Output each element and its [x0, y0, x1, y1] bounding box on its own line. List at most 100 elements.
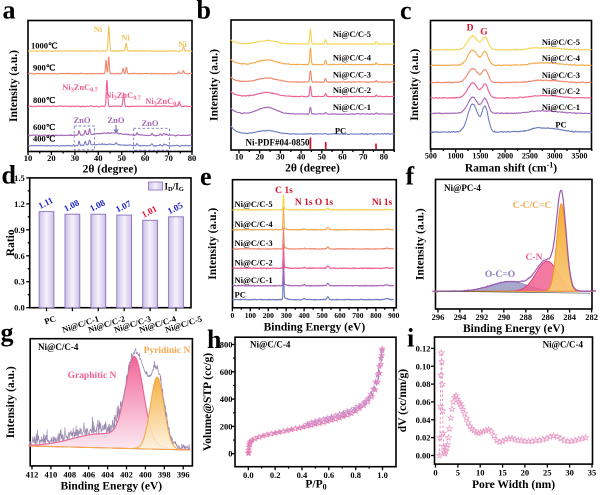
svg-text:Intensity (a.u.): Intensity (a.u.) [207, 208, 219, 280]
svg-text:600: 600 [220, 367, 233, 377]
svg-text:404: 404 [101, 469, 115, 479]
svg-text:400℃: 400℃ [33, 134, 56, 144]
svg-text:408: 408 [63, 469, 76, 479]
svg-text:Ni@C/C-3: Ni@C/C-3 [333, 70, 371, 80]
svg-text:288: 288 [519, 312, 532, 322]
svg-text:30: 30 [276, 152, 285, 162]
svg-text:Ni3ZnC0.7: Ni3ZnC0.7 [105, 90, 141, 102]
svg-text:40: 40 [297, 152, 306, 162]
svg-text:25: 25 [543, 468, 552, 478]
svg-text:35: 35 [588, 468, 597, 478]
svg-text:20: 20 [255, 152, 264, 162]
svg-text:a: a [3, 0, 16, 25]
svg-text:2θ (degree): 2θ (degree) [83, 164, 138, 176]
svg-text:2000: 2000 [497, 152, 513, 161]
svg-text:dV (cc/nm/g): dV (cc/nm/g) [397, 369, 409, 433]
svg-text:ZnO: ZnO [107, 115, 124, 125]
svg-text:Ni@C/C-2: Ni@C/C-2 [542, 86, 580, 96]
svg-text:600℃: 600℃ [33, 122, 56, 132]
svg-text:PC: PC [555, 120, 566, 130]
svg-text:10: 10 [24, 153, 33, 163]
svg-text:Pore Width (nm): Pore Width (nm) [472, 479, 555, 491]
svg-text:PC: PC [335, 126, 346, 136]
svg-text:292: 292 [476, 312, 489, 322]
svg-text:60: 60 [338, 152, 347, 162]
svg-text:70: 70 [359, 152, 368, 162]
svg-text:70: 70 [164, 153, 173, 163]
svg-text:Ni@C/C-1: Ni@C/C-1 [333, 102, 371, 112]
svg-text:Ni@C/C-4: Ni@C/C-4 [333, 53, 372, 63]
svg-text:Intensity (a.u.): Intensity (a.u.) [8, 50, 20, 122]
svg-text:e: e [200, 162, 212, 191]
svg-text:Ni-PDF#04-0850: Ni-PDF#04-0850 [246, 138, 310, 148]
svg-text:Ni@C/C-5: Ni@C/C-5 [542, 37, 580, 47]
svg-text:300: 300 [281, 311, 293, 320]
svg-text:406: 406 [82, 469, 95, 479]
svg-text:10: 10 [476, 468, 485, 478]
svg-text:Ni: Ni [94, 24, 103, 34]
svg-text:b: b [197, 0, 211, 25]
svg-text:C-N: C-N [526, 253, 543, 263]
svg-text:0.9: 0.9 [14, 225, 25, 235]
svg-text:Volume@STP (cc/g): Volume@STP (cc/g) [202, 353, 214, 451]
svg-text:0.04: 0.04 [416, 415, 432, 425]
svg-text:C 1s: C 1s [275, 186, 293, 196]
svg-text:5: 5 [456, 468, 460, 478]
svg-text:396: 396 [177, 469, 190, 479]
svg-text:600: 600 [334, 311, 346, 320]
svg-text:d: d [2, 161, 17, 190]
svg-text:Ni@C/C-4: Ni@C/C-4 [250, 340, 291, 350]
svg-text:0.08: 0.08 [416, 379, 431, 389]
svg-text:PC: PC [43, 313, 57, 326]
svg-text:0.02: 0.02 [416, 433, 431, 443]
svg-text:50: 50 [117, 153, 126, 163]
svg-text:1.5: 1.5 [14, 173, 25, 183]
svg-text:200: 200 [263, 311, 275, 320]
svg-text:Raman shift (cm-1): Raman shift (cm-1) [465, 161, 557, 175]
svg-text:Intensity (a.u.): Intensity (a.u.) [5, 366, 17, 438]
svg-text:412: 412 [26, 469, 39, 479]
svg-text:Ni@C/C-5: Ni@C/C-5 [333, 29, 371, 39]
svg-text:Ni@C/C-1: Ni@C/C-1 [542, 102, 580, 112]
svg-text:Pyridinic N: Pyridinic N [144, 346, 191, 356]
svg-text:0.10: 0.10 [416, 361, 431, 371]
svg-text:1000℃: 1000℃ [31, 41, 58, 51]
svg-text:2θ (degree): 2θ (degree) [285, 163, 340, 175]
svg-text:PC: PC [235, 290, 246, 300]
svg-text:Ni@C/C-1: Ni@C/C-1 [235, 275, 273, 285]
svg-text:Ni@PC-4: Ni@PC-4 [444, 183, 481, 193]
svg-text:30: 30 [565, 468, 574, 478]
svg-text:0.8: 0.8 [350, 470, 361, 480]
svg-text:0.2: 0.2 [270, 470, 281, 480]
svg-text:900℃: 900℃ [33, 63, 56, 73]
svg-text:Ni@C/C-5: Ni@C/C-5 [235, 199, 273, 209]
svg-text:Ni3ZnC0.7: Ni3ZnC0.7 [145, 96, 181, 108]
svg-text:Ni@C/C-2: Ni@C/C-2 [333, 85, 371, 95]
svg-text:3000: 3000 [547, 152, 563, 161]
svg-text:Ni@C/C-4: Ni@C/C-4 [542, 53, 581, 63]
svg-text:Ni 1s: Ni 1s [372, 198, 393, 208]
svg-text:100: 100 [245, 311, 257, 320]
svg-text:Intensity (a.u.): Intensity (a.u.) [409, 49, 421, 121]
svg-text:800: 800 [220, 340, 233, 350]
svg-text:Ni@C/C-4: Ni@C/C-4 [543, 340, 584, 350]
svg-text:g: g [1, 318, 14, 347]
svg-text:15: 15 [498, 468, 507, 478]
svg-text:20: 20 [521, 468, 530, 478]
svg-text:0.6: 0.6 [324, 470, 335, 480]
svg-text:Ni3ZnC0.7: Ni3ZnC0.7 [62, 82, 98, 94]
svg-text:0.6: 0.6 [14, 251, 25, 261]
svg-text:3500: 3500 [571, 152, 587, 161]
svg-text:0: 0 [433, 468, 437, 478]
svg-text:2500: 2500 [522, 152, 538, 161]
svg-text:Ni@C/C-2: Ni@C/C-2 [235, 258, 273, 268]
svg-text:Ratio: Ratio [5, 229, 17, 256]
svg-text:284: 284 [563, 312, 577, 322]
svg-text:N 1s O 1s: N 1s O 1s [295, 198, 334, 208]
svg-text:1.0: 1.0 [377, 470, 388, 480]
svg-text:f: f [406, 162, 415, 191]
svg-text:C-C/C=C: C-C/C=C [513, 201, 552, 211]
svg-text:c: c [400, 0, 412, 25]
svg-text:400: 400 [299, 311, 311, 320]
svg-text:O-C=O: O-C=O [485, 270, 515, 280]
